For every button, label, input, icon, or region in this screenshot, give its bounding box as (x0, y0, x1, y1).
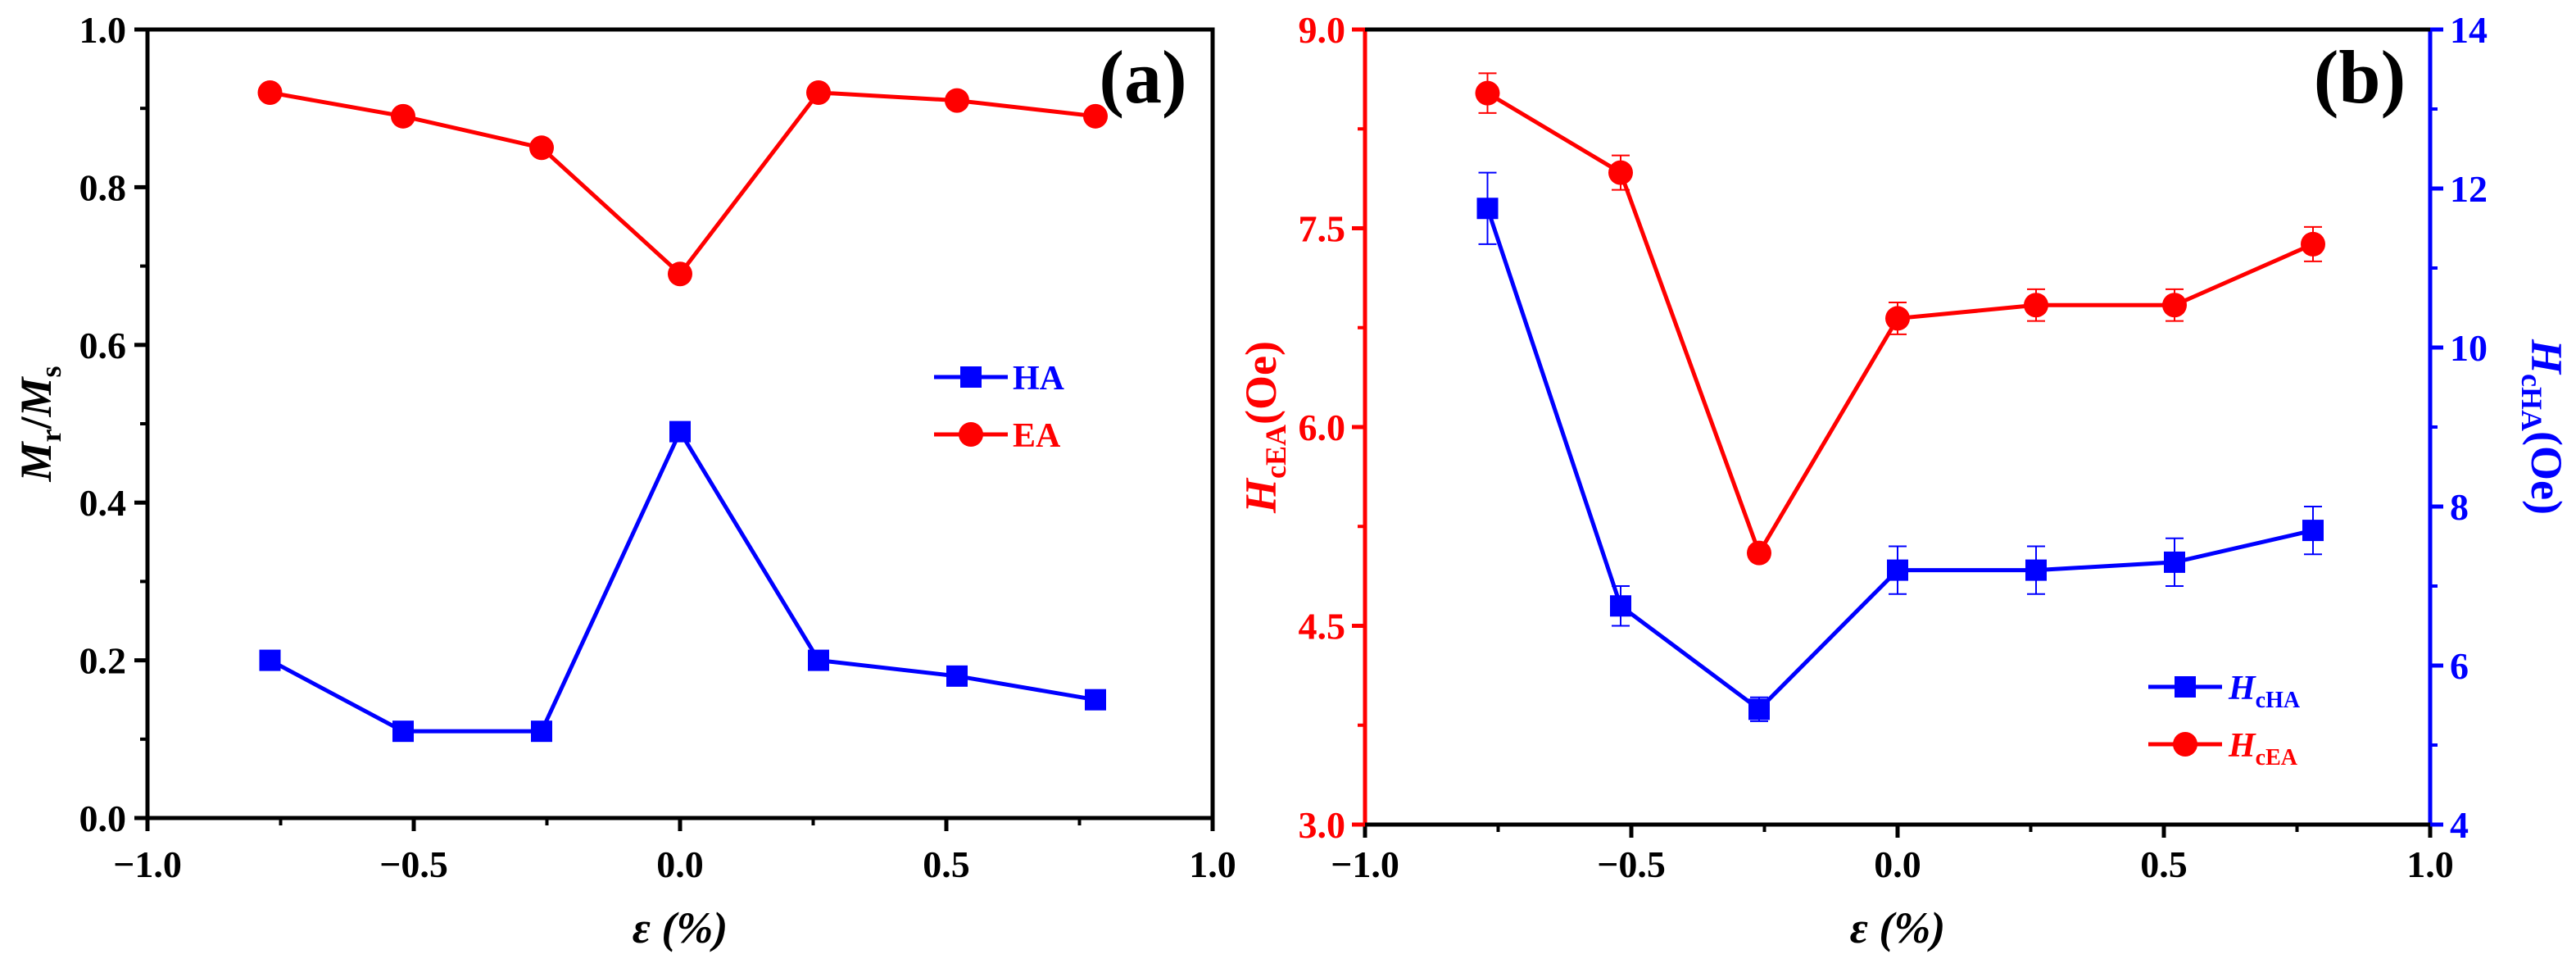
data-point-hcha (2164, 551, 2185, 573)
data-point-ea (257, 80, 283, 105)
panel-label-a: (a) (1099, 35, 1186, 119)
x-tick-label-a: 1.0 (1189, 843, 1236, 885)
data-point-ha (1085, 689, 1106, 711)
data-point-ha (392, 720, 414, 743)
y-tick-label-left-b: 3.0 (1299, 804, 1346, 846)
series-line-hcha (1485, 207, 2314, 712)
legend-item-ha: HA (934, 360, 1065, 398)
legend-marker-hcea (2173, 732, 2197, 757)
data-point-ea (391, 103, 415, 129)
x-tick-label-b: 0.0 (1874, 843, 1921, 885)
series-a (257, 80, 1108, 743)
x-tick-label-a: −1.0 (113, 843, 182, 885)
x-tick-label-a: −0.5 (379, 843, 448, 885)
x-axis-label-a: ε (%) (633, 903, 728, 952)
y-tick-label-a: 0.8 (79, 166, 127, 208)
panel-label-b: (b) (2314, 35, 2406, 119)
data-point-hcea (1885, 306, 1910, 331)
data-point-ha (669, 420, 691, 443)
data-point-hcea (1475, 80, 1500, 106)
data-point-hcea (2162, 293, 2187, 318)
data-point-ea (806, 80, 831, 105)
panel-b: −1.0 −0.5 0.0 0.5 1.0 3.0 4.5 6.0 7.5 9.0 4 6 8 10 1… (1236, 9, 2571, 952)
series-b (1475, 72, 2325, 722)
y-tick-label-a: 0.2 (79, 640, 127, 682)
data-point-hcha (1610, 595, 1631, 617)
y-ticks-a: 0.0 0.2 0.4 0.6 0.8 1.0 (79, 9, 147, 839)
x-axis-label-b: ε (%) (1850, 903, 1946, 952)
x-ticks-a: −1.0 −0.5 0.0 0.5 1.0 (113, 818, 1236, 885)
y-axis-label-a: Mr/Ms (11, 366, 67, 482)
x-tick-label-b: 0.5 (2140, 843, 2188, 885)
y-axis-label-left-b: HcEA(Oe) (1236, 341, 1292, 514)
legend-a: HA EA (934, 360, 1065, 455)
y-tick-label-right-b: 6 (2450, 645, 2469, 687)
data-point-ha (259, 649, 281, 671)
x-tick-label-a: 0.5 (923, 843, 970, 885)
y-tick-label-left-b: 4.5 (1299, 606, 1346, 648)
y-tick-label-left-b: 9.0 (1299, 9, 1346, 51)
y-ticks-right-b: 4 6 8 10 12 14 (2430, 9, 2488, 846)
data-point-hcha (1748, 698, 1770, 720)
legend-label-ea: EA (1013, 417, 1061, 455)
y-tick-label-a: 0.6 (79, 325, 127, 366)
data-point-ea (1083, 103, 1108, 129)
data-point-ea (529, 135, 554, 161)
legend-label-hcea: HcEA (2228, 727, 2298, 770)
y-axis-label-right-b: HcHA(Oe) (2515, 339, 2571, 515)
y-tick-label-left-b: 6.0 (1299, 407, 1346, 448)
legend-label-ha: HA (1013, 360, 1065, 398)
data-point-ea (668, 261, 692, 287)
y-tick-label-right-b: 8 (2450, 486, 2469, 528)
legend-item-hcea: HcEA (2148, 727, 2298, 770)
y-tick-label-a: 1.0 (79, 9, 127, 51)
legend-item-ea: EA (934, 417, 1061, 455)
data-point-ha (946, 665, 968, 687)
data-point-ea (945, 88, 969, 113)
x-tick-label-b: 1.0 (2406, 843, 2454, 885)
y-tick-label-right-b: 12 (2450, 168, 2488, 210)
data-point-hcea (1608, 160, 1633, 185)
y-ticks-left-b: 3.0 4.5 6.0 7.5 9.0 (1299, 9, 1365, 846)
data-point-hcha (1476, 198, 1499, 220)
data-point-ha (808, 649, 829, 671)
legend-b: HcHA HcEA (2148, 670, 2301, 770)
data-point-hcea (2024, 293, 2048, 318)
y-tick-label-a: 0.0 (79, 798, 127, 839)
x-tick-label-b: −0.5 (1597, 843, 1666, 885)
data-point-hcea (2301, 231, 2325, 257)
legend-marker-ha (960, 366, 982, 388)
data-point-hcha (2025, 559, 2047, 581)
legend-item-hcha: HcHA (2148, 670, 2301, 713)
x-ticks-b: −1.0 −0.5 0.0 0.5 1.0 (1331, 825, 2454, 885)
y-tick-label-a: 0.4 (79, 482, 127, 524)
x-tick-label-b: −1.0 (1331, 843, 1399, 885)
y-tick-label-right-b: 4 (2450, 804, 2469, 846)
data-point-hcha (1887, 559, 1908, 581)
legend-marker-ea (959, 422, 983, 447)
data-point-ha (531, 720, 552, 743)
data-point-hcha (2302, 520, 2324, 542)
series-line-ha (269, 427, 1096, 734)
panel-a: −1.0 −0.5 0.0 0.5 1.0 0.0 0.2 0.4 0.6 0.8 1.0 (a)… (11, 9, 1236, 952)
x-tick-label-a: 0.0 (656, 843, 704, 885)
legend-marker-hcha (2175, 676, 2196, 698)
y-tick-label-left-b: 7.5 (1299, 208, 1346, 250)
y-tick-label-right-b: 10 (2450, 327, 2488, 369)
data-point-hcea (1747, 540, 1771, 566)
legend-label-hcha: HcHA (2228, 670, 2301, 713)
y-tick-label-right-b: 14 (2450, 9, 2488, 51)
